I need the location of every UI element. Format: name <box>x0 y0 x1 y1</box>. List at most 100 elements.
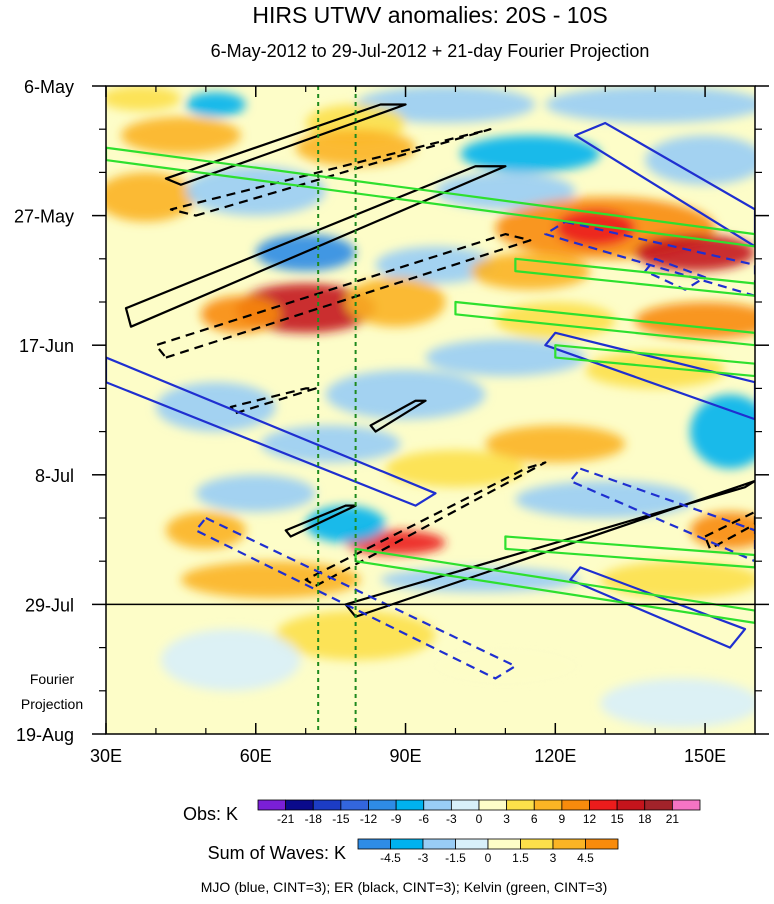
anomaly-blob-31 <box>195 474 316 512</box>
colorbar-level-label: 15 <box>610 812 624 826</box>
colorbar-level-label: -18 <box>305 812 323 826</box>
y-tick-label: 27-May <box>14 207 74 227</box>
kelvin-contour-18 <box>106 146 755 248</box>
colorbar-level-label: -3 <box>418 851 429 865</box>
colorbar-swatch-14 <box>644 799 673 811</box>
obs-colorbar-label: Obs: K <box>183 804 238 824</box>
y-tick-label: 6-May <box>24 77 74 97</box>
anomaly-blob-40 <box>275 610 436 660</box>
anomaly-blob-42 <box>425 641 586 691</box>
anomaly-blob-20 <box>345 277 446 327</box>
colorbar-swatch-6 <box>552 838 586 850</box>
colorbar-swatch-4 <box>368 799 397 811</box>
y-tick-label: 17-Jun <box>19 336 74 356</box>
colorbar-level-label: -21 <box>277 812 295 826</box>
colorbar-level-label: -15 <box>332 812 350 826</box>
colorbar-level-label: 3 <box>503 812 510 826</box>
anomaly-blob-30 <box>385 450 526 488</box>
er-contour-0 <box>164 103 407 186</box>
anomaly-blob-19 <box>200 295 281 333</box>
y-tick-label: 19-Aug <box>16 725 74 745</box>
colorbar-swatch-4 <box>487 838 521 850</box>
colorbar-level-label: -3 <box>446 812 457 826</box>
x-tick-label: 150E <box>684 746 726 766</box>
er-contour-7 <box>304 461 547 587</box>
mjo-contour-15 <box>194 516 517 680</box>
er-contour-3 <box>154 233 532 359</box>
kelvin-contour-22 <box>354 547 755 625</box>
colorbar-swatch-1 <box>285 799 314 811</box>
anomaly-blob-3 <box>545 86 755 124</box>
colorbar-swatch-11 <box>561 799 590 811</box>
projection-label-line2: Projection <box>21 696 83 712</box>
anomaly-blob-25 <box>155 382 276 432</box>
colorbar-level-label: 3 <box>550 851 557 865</box>
colorbar-level-label: 9 <box>559 812 566 826</box>
x-tick-label: 60E <box>240 746 272 766</box>
colorbar-swatch-8 <box>478 799 508 811</box>
reference-lines <box>317 86 357 734</box>
anomaly-blob-23 <box>425 339 586 377</box>
colorbar-level-label: 21 <box>666 812 680 826</box>
anomaly-blob-6 <box>295 129 416 167</box>
anomaly-blob-17 <box>470 252 591 290</box>
colorbar-swatch-9 <box>506 799 535 811</box>
colorbar-swatch-0 <box>257 799 287 811</box>
anomaly-blob-43 <box>600 678 755 728</box>
anomaly-blob-33 <box>165 511 246 549</box>
y-tick-label: 8-Jul <box>35 466 74 486</box>
colorbar-swatch-2 <box>422 838 456 850</box>
er-contour-5 <box>369 399 427 433</box>
anomaly-blob-28 <box>485 425 626 463</box>
colorbar-level-label: 6 <box>531 812 538 826</box>
anomaly-blob-2 <box>355 86 536 124</box>
chart-title: HIRS UTWV anomalies: 20S - 10S <box>252 2 607 28</box>
colorbar-level-label: 18 <box>638 812 652 826</box>
colorbar-swatch-3 <box>455 838 489 850</box>
plot-area: 30E 60E 90E 120E 150E 6-May 27-May 17-Jun 8-Jul 2… <box>14 77 769 766</box>
chart-subtitle: 6-May-2012 to 29-Jul-2012 + 21-day Fouri… <box>211 41 650 61</box>
colorbar-level-label: -1.5 <box>445 851 466 865</box>
anomaly-blob-1 <box>185 92 246 117</box>
colorbar-level-label: 0 <box>476 812 483 826</box>
anomaly-blob-41 <box>160 629 301 691</box>
anomaly-blob-24 <box>585 351 726 389</box>
anomaly-blob-22 <box>495 302 616 340</box>
er-contour-1 <box>169 128 492 217</box>
mjo-contour-16 <box>569 467 755 563</box>
colorbar-swatch-3 <box>340 799 369 811</box>
anomaly-blob-26 <box>325 369 486 420</box>
kelvin-contour-20 <box>454 300 755 347</box>
colorbar-level-label: -6 <box>418 812 429 826</box>
anomaly-blob-36 <box>690 511 755 549</box>
x-tick-label: 90E <box>390 746 422 766</box>
anomaly-blob-9 <box>106 172 196 222</box>
kelvin-contour-19 <box>514 257 755 297</box>
waves-colorbar: Sum of Waves: K -4.5 -3 -1.5 0 1.5 3 4.5 <box>208 838 619 865</box>
colorbar-swatch-5 <box>520 838 554 850</box>
anomaly-blob-8 <box>645 135 755 185</box>
wave-legend-note: MJO (blue, CINT=3); ER (black, CINT=3); … <box>201 879 608 895</box>
mjo-contour-10 <box>574 121 755 248</box>
anomaly-blob-5 <box>120 116 241 154</box>
colorbar-level-label: 1.5 <box>512 851 529 865</box>
wave-contours <box>106 103 755 680</box>
x-tick-label: 120E <box>534 746 576 766</box>
axes: 30E 60E 90E 120E 150E 6-May 27-May 17-Jun 8-Jul 2… <box>14 77 769 766</box>
plot-border <box>105 85 756 735</box>
colorbar-swatch-12 <box>589 799 618 811</box>
er-contour-6 <box>284 504 357 538</box>
colorbar-level-label: 4.5 <box>577 851 594 865</box>
colorbar-level-label: 0 <box>485 851 492 865</box>
colorbar-swatch-15 <box>671 799 701 811</box>
waves-colorbar-label: Sum of Waves: K <box>208 843 346 863</box>
y-tick-label: 29-Jul <box>25 595 74 615</box>
mjo-contour-13 <box>544 331 755 421</box>
x-tick-label: 30E <box>90 746 122 766</box>
colorbar-swatch-13 <box>616 799 646 811</box>
anomaly-blob-7 <box>460 135 601 173</box>
mjo-contour-17 <box>569 566 747 649</box>
kelvin-contour-23 <box>504 535 755 569</box>
er-contour-8 <box>344 479 755 618</box>
